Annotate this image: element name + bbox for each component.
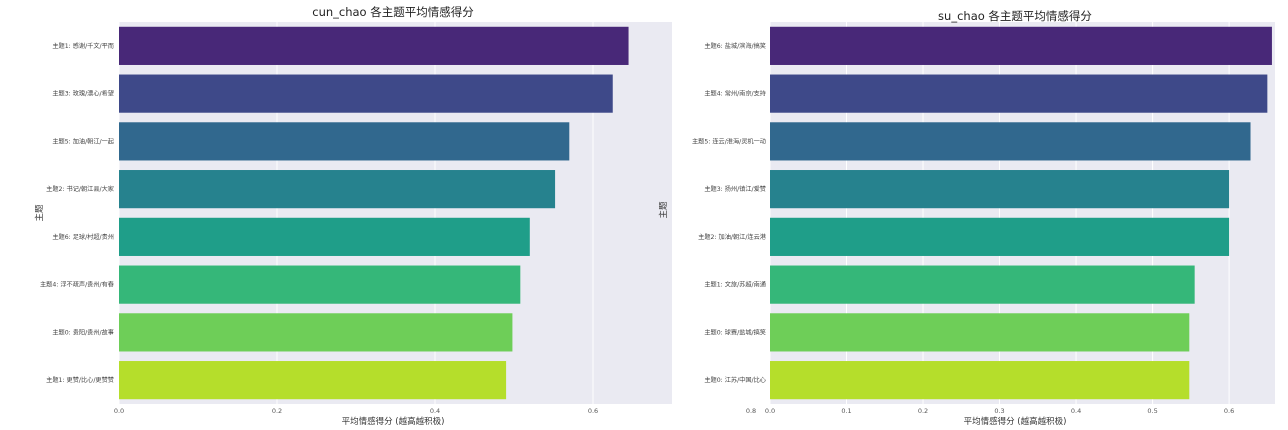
bar — [770, 74, 1268, 113]
x-tick-label: 0.0 — [765, 407, 775, 415]
chart-title: cun_chao 各主题平均情感得分 — [312, 5, 474, 19]
bar — [119, 361, 507, 400]
bar — [119, 122, 570, 161]
y-category-label: 主题2: 书记/朝江县/大家 — [46, 185, 114, 193]
bar — [119, 26, 629, 65]
x-tick-label: 0.1 — [841, 407, 851, 415]
bar — [770, 122, 1251, 161]
bar — [119, 265, 521, 304]
y-category-label: 主题0: 贵阳/贵州/故事 — [52, 328, 114, 336]
x-tick-label: 0.4 — [430, 407, 440, 415]
y-category-label: 主题5: 加油/朝江/一起 — [52, 137, 114, 145]
x-tick-label: 0.6 — [588, 407, 598, 415]
y-category-label: 主题0: 江苏/中国/比心 — [704, 376, 766, 384]
bar — [770, 217, 1230, 256]
y-category-label: 主题1: 文旅/苏超/南通 — [704, 281, 766, 289]
x-tick-label: 0.2 — [918, 407, 928, 415]
y-category-label: 主题1: 更赞/比心/更赞赞 — [46, 376, 114, 384]
bar — [770, 26, 1272, 65]
x-axis-label: 平均情感得分 (越高越积极) — [964, 416, 1067, 427]
x-tick-label: 0.3 — [994, 407, 1004, 415]
bar — [770, 170, 1230, 209]
y-category-label: 主题3: 扬州/镇江/爱赞 — [704, 185, 766, 193]
y-category-label: 主题4: 常州/南京/支持 — [704, 90, 766, 98]
y-category-label: 主题5: 连云/淮海/灵机一动 — [692, 137, 766, 145]
x-tick-label: 0.0 — [114, 407, 124, 415]
chart-title: su_chao 各主题平均情感得分 — [938, 9, 1092, 23]
bar — [119, 217, 530, 256]
bar — [119, 313, 513, 352]
x-tick-label: 0.2 — [272, 407, 282, 415]
y-axis-label: 主题 — [658, 201, 669, 219]
x-tick-label: 0.8 — [746, 407, 756, 415]
y-category-label: 主题3: 玫瑰/漂心/希望 — [52, 90, 114, 98]
x-axis-label: 平均情感得分 (越高越积极) — [342, 416, 445, 427]
y-category-label: 主题6: 足球/村超/贵州 — [52, 233, 114, 241]
y-category-label: 主题4: 浮不疏声/贵州/有春 — [40, 281, 114, 289]
y-category-label: 主题6: 盐城/滨海/搞笑 — [704, 42, 766, 50]
y-category-label: 主题1: 感谢/千文/平而 — [52, 42, 114, 50]
bar — [119, 74, 613, 113]
x-tick-label: 0.4 — [1071, 407, 1081, 415]
y-category-label: 主题2: 加油/朝江/连云港 — [698, 233, 767, 241]
y-category-label: 主题0: 球赛/盐城/搞笑 — [704, 328, 766, 336]
x-tick-label: 0.5 — [1147, 407, 1157, 415]
bar — [770, 265, 1195, 304]
y-axis-label: 主题 — [34, 204, 45, 222]
bar — [770, 313, 1190, 352]
x-tick-label: 0.6 — [1224, 407, 1234, 415]
bar — [119, 170, 556, 209]
bar — [770, 361, 1190, 400]
